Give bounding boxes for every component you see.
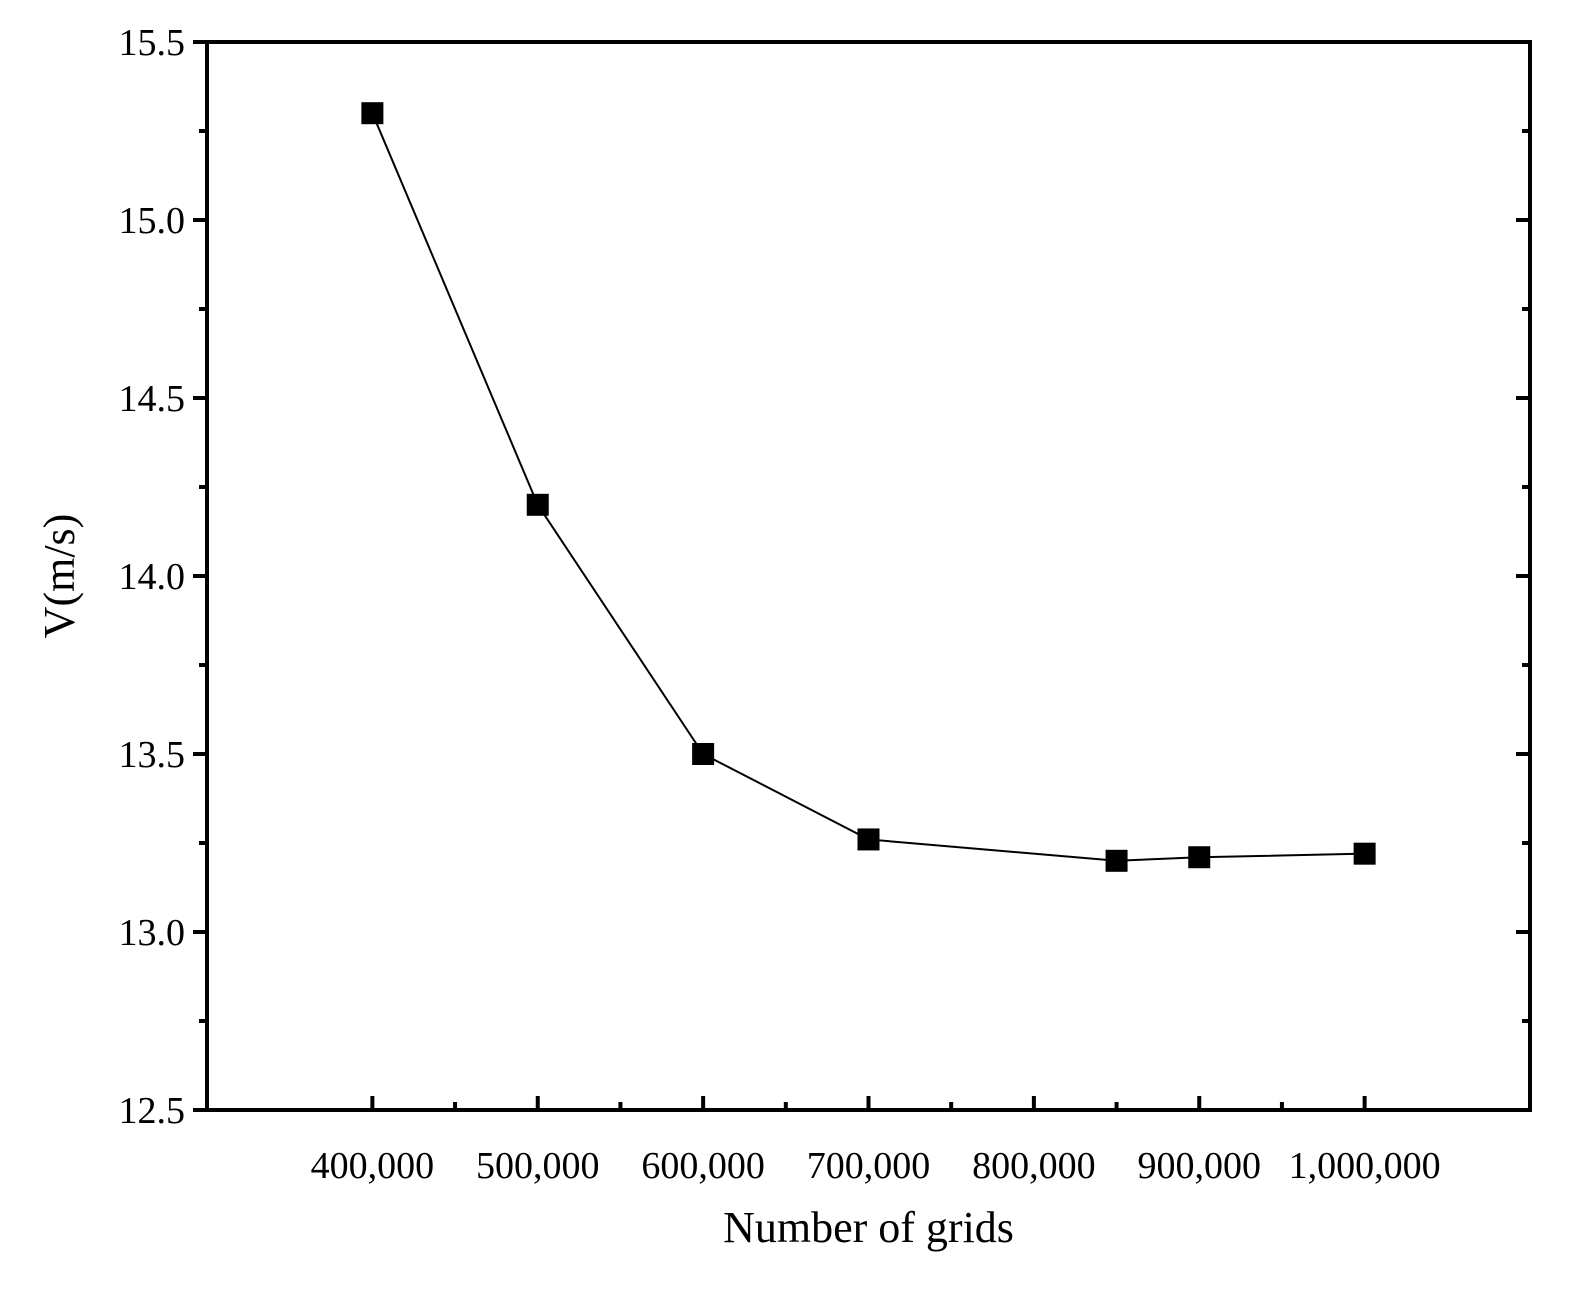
series-line	[371, 112, 1365, 862]
x-tick-label: 900,000	[1138, 1145, 1262, 1187]
y-tick-label: 14.5	[119, 378, 186, 420]
y-tick-label: 15.0	[119, 200, 186, 242]
plot-frame	[205, 40, 1532, 1112]
data-point	[1188, 846, 1211, 869]
x-tick-label: 500,000	[476, 1145, 600, 1187]
x-tick-label: 700,000	[807, 1145, 931, 1187]
y-tick-label: 13.5	[119, 734, 186, 776]
data-point	[1353, 842, 1376, 865]
y-tick-label: 13.0	[119, 912, 186, 954]
data-point	[1105, 849, 1128, 872]
data-point	[857, 828, 880, 851]
series-layer	[361, 102, 1376, 872]
y-tick-label: 15.5	[119, 22, 186, 64]
x-tick-label: 600,000	[641, 1145, 765, 1187]
y-axis-title: V(m/s)	[35, 514, 84, 639]
ticks-layer	[193, 40, 1530, 1112]
x-tick-label: 1,000,000	[1289, 1145, 1441, 1187]
labels-layer: 12.5 13.0 13.5 14.0 14.5 15.0 15.5 400,000 500,0…	[119, 22, 1441, 1187]
data-point	[692, 743, 715, 765]
y-tick-label: 14.0	[119, 556, 186, 598]
x-tick-label: 400,000	[311, 1145, 435, 1187]
data-point	[526, 493, 549, 516]
x-tick-label: 800,000	[972, 1145, 1096, 1187]
y-tick-label: 12.5	[119, 1090, 186, 1132]
data-point	[361, 102, 384, 125]
x-axis-title: Number of grids	[723, 1203, 1014, 1252]
